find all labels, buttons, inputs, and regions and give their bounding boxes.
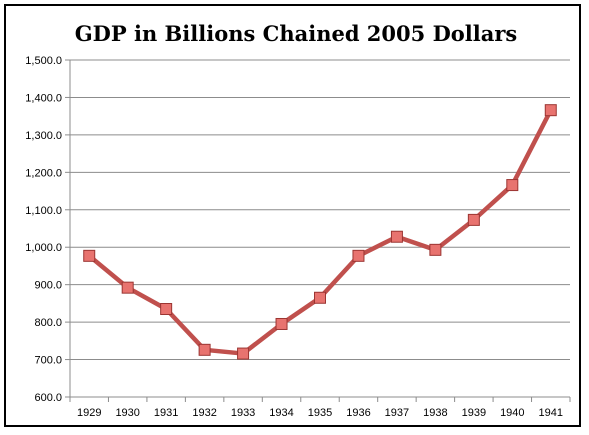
chart-frame: GDP in Billions Chained 2005 Dollars 600… [4, 4, 581, 427]
data-point-marker [352, 249, 365, 262]
x-tick-label: 1938 [423, 407, 447, 419]
data-point-marker [544, 104, 557, 117]
axes [69, 60, 570, 398]
x-tick-label: 1929 [77, 407, 101, 419]
data-point-marker [429, 243, 442, 256]
data-point-marker [390, 230, 403, 243]
y-tick-label: 1,500.0 [25, 55, 62, 67]
x-tick-label: 1940 [500, 407, 524, 419]
x-tick-label: 1941 [539, 407, 563, 419]
y-tick-label: 1,100.0 [25, 205, 62, 217]
y-tick-label: 1,200.0 [25, 167, 62, 179]
data-point-marker [314, 291, 326, 304]
x-tick-label: 1934 [269, 407, 293, 419]
x-tick-label: 1935 [308, 407, 332, 419]
x-tick-label: 1939 [462, 407, 486, 419]
y-tick-label: 1,400.0 [25, 92, 62, 104]
chart-title: GDP in Billions Chained 2005 Dollars [75, 21, 518, 46]
series-line [86, 107, 554, 356]
series-line-group [83, 104, 557, 360]
x-tick-label: 1936 [346, 407, 370, 419]
data-point-marker [121, 281, 134, 294]
x-tick-label: 1932 [192, 407, 216, 419]
x-tick-label: 1937 [385, 407, 409, 419]
x-tick-label: 1933 [231, 407, 255, 419]
y-tick-label: 1,000.0 [25, 242, 62, 254]
data-point-marker [83, 249, 96, 262]
gridlines [70, 59, 570, 361]
data-point-marker [160, 303, 173, 316]
data-point-marker [467, 213, 480, 226]
y-axis-ticks: 600.0 700.0 800.0 900.0 1,000.0 1,100.0 1,200.… [25, 55, 70, 404]
y-tick-label: 900.0 [34, 280, 62, 292]
chart: GDP in Billions Chained 2005 Dollars 600… [25, 21, 571, 419]
x-tick-label: 1931 [154, 407, 178, 419]
data-point-marker [237, 347, 250, 360]
y-tick-label: 700.0 [34, 355, 62, 367]
y-tick-label: 800.0 [34, 317, 62, 329]
data-point-marker [198, 343, 211, 356]
x-tick-label: 1930 [115, 407, 139, 419]
data-point-marker [275, 317, 288, 330]
data-point-marker [506, 179, 519, 192]
y-tick-label: 1,300.0 [25, 130, 62, 142]
y-tick-label: 600.0 [34, 392, 62, 404]
x-axis-ticks: 1929 1930 1931 1932 1933 1934 1935 1936 1937 1938… [69, 397, 571, 419]
